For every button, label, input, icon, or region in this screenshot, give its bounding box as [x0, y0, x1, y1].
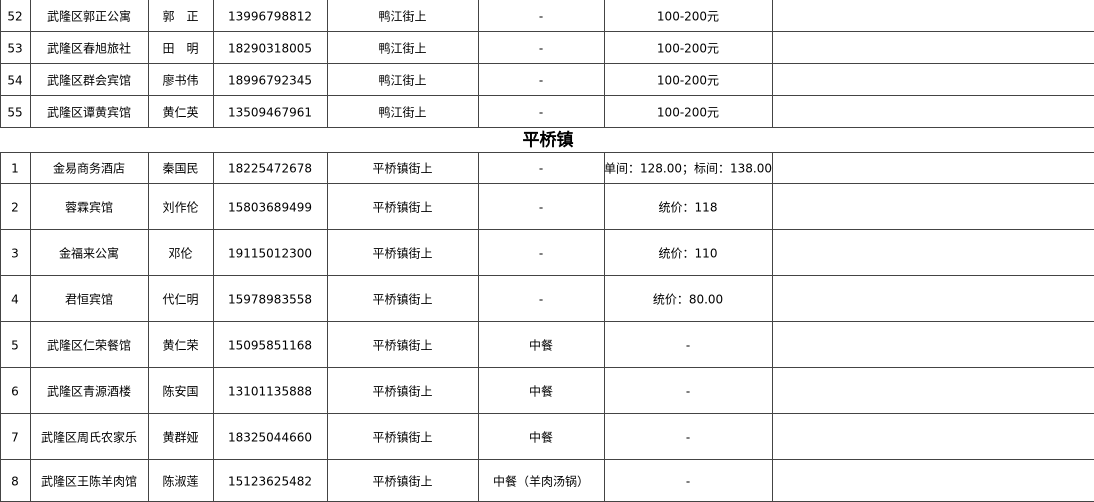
- cell: -: [539, 162, 543, 176]
- cell: 黄仁英: [162, 106, 198, 120]
- cell: 4: [11, 293, 19, 307]
- cell: 100-200元: [657, 42, 719, 56]
- cell: 统价：118: [659, 201, 718, 215]
- cell: 18290318005: [228, 42, 312, 56]
- cell: 武隆区谭黄宾馆: [47, 105, 131, 120]
- cell: 53: [7, 42, 22, 56]
- cell: 52: [7, 10, 22, 24]
- cell: 代仁明: [162, 293, 198, 307]
- cell: 郭 正: [162, 10, 198, 24]
- cell: 单间：128.00；标间：138.00: [604, 162, 772, 176]
- cell: 平桥镇街上: [372, 201, 432, 215]
- cell: 18996792345: [228, 74, 312, 88]
- cell: 2: [11, 201, 19, 215]
- cell: 15095851168: [228, 339, 312, 353]
- cell: 武隆区群会宾馆: [47, 73, 131, 88]
- cell: 55: [7, 106, 22, 120]
- cell: 15123625482: [228, 475, 312, 489]
- cell: 鸭江街上: [378, 74, 426, 88]
- cell: 中餐: [529, 338, 553, 353]
- cell: 武隆区青源酒楼: [47, 384, 131, 399]
- cell: 7: [11, 431, 19, 445]
- cell: 18325044660: [228, 431, 312, 445]
- cell: -: [539, 42, 543, 56]
- cell: 武隆区仁荣餐馆: [47, 338, 131, 353]
- cell: 鸭江街上: [378, 42, 426, 56]
- cell: 鸭江街上: [378, 106, 426, 120]
- cell: 13509467961: [228, 106, 312, 120]
- cell: -: [539, 10, 543, 24]
- cell: 8: [11, 475, 19, 489]
- cell: -: [686, 385, 690, 399]
- cell: 15803689499: [228, 201, 312, 215]
- cell: 平桥镇街上: [372, 247, 432, 261]
- cell: 100-200元: [657, 106, 719, 120]
- cell: 田 明: [162, 42, 198, 56]
- cell: -: [539, 106, 543, 120]
- cell: 陈安国: [162, 384, 198, 399]
- cell: 平桥镇街上: [372, 475, 432, 489]
- cell: 1: [11, 162, 19, 176]
- cell: 统价：110: [659, 247, 718, 261]
- cell: 黄群娅: [162, 431, 198, 445]
- cell: 平桥镇街上: [372, 339, 432, 353]
- cell: 3: [11, 247, 19, 261]
- cell: -: [539, 247, 543, 261]
- cell: 刘作伦: [162, 200, 198, 215]
- cell: 100-200元: [657, 74, 719, 88]
- cell: 金易商务酒店: [53, 161, 125, 176]
- cell: 武隆区王陈羊肉馆: [41, 474, 137, 489]
- cell: 13101135888: [228, 385, 312, 399]
- cell: 君恒宾馆: [65, 292, 113, 307]
- cell: 廖书伟: [162, 73, 198, 88]
- cell: 15978983558: [228, 293, 312, 307]
- cell: -: [686, 431, 690, 445]
- cell: 蓉霖宾馆: [65, 200, 113, 215]
- cell: 秦国民: [162, 162, 198, 176]
- cell: 平桥镇街上: [372, 385, 432, 399]
- cell: 5: [11, 339, 19, 353]
- cell: 6: [11, 385, 19, 399]
- cell: 18225472678: [228, 162, 312, 176]
- cell: 黄仁荣: [162, 339, 198, 353]
- cell: 54: [7, 74, 22, 88]
- cell: -: [686, 475, 690, 489]
- cell: 陈淑莲: [162, 474, 198, 489]
- section-title: 平桥镇: [523, 130, 574, 151]
- cell: 中餐（羊肉汤锅）: [493, 474, 589, 489]
- cell: 金福来公寓: [59, 246, 119, 261]
- cell: 鸭江街上: [378, 10, 426, 24]
- cell: 100-200元: [657, 10, 719, 24]
- cell: 武隆区周氏农家乐: [41, 430, 137, 445]
- cell: -: [539, 293, 543, 307]
- cell: -: [539, 74, 543, 88]
- cell: 武隆区郭正公寓: [47, 9, 131, 24]
- cell: 平桥镇街上: [372, 431, 432, 445]
- cell: 武隆区春旭旅社: [47, 41, 131, 56]
- cell: -: [539, 201, 543, 215]
- cell: 13996798812: [228, 10, 312, 24]
- cell: 统价：80.00: [653, 293, 723, 307]
- cell: 邓伦: [168, 246, 192, 261]
- cell: 中餐: [529, 430, 553, 445]
- cell: 19115012300: [228, 247, 312, 261]
- cell: -: [686, 339, 690, 353]
- cell: 平桥镇街上: [372, 162, 432, 176]
- cell: 中餐: [529, 384, 553, 399]
- cell: 平桥镇街上: [372, 293, 432, 307]
